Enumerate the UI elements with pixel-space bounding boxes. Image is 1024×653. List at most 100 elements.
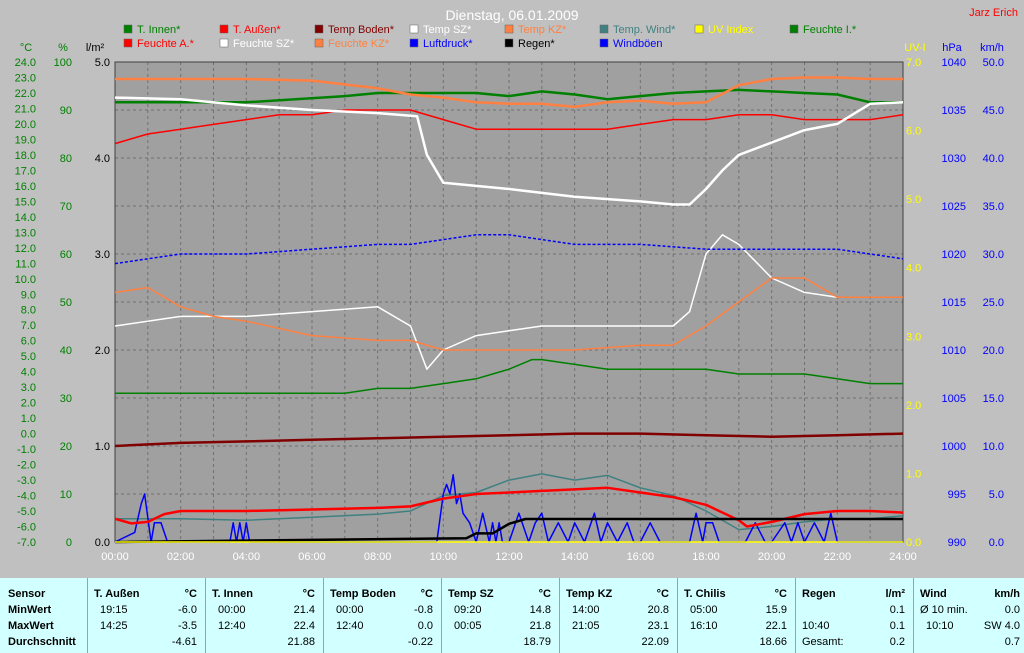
press-tick-label: 1035	[942, 105, 966, 117]
wind-row3-value: 0.7	[1004, 636, 1020, 648]
stats-name: Temp Boden	[330, 588, 396, 600]
rain-total: 0.2	[889, 636, 905, 648]
press-tick-label: 1005	[942, 393, 966, 405]
temp-tick-label: 13.0	[15, 227, 36, 239]
temp-tick-label: -6.0	[17, 522, 36, 534]
wind-tick-label: 0.0	[989, 537, 1004, 549]
temp-tick-label: 0.0	[21, 429, 36, 441]
x-tick-label: 08:00	[364, 551, 392, 563]
stats-max: 23.1	[647, 620, 669, 632]
temp-tick-label: 8.0	[21, 305, 36, 317]
temp-tick-label: 22.0	[15, 88, 36, 100]
series-line-temp-kz-	[115, 76, 903, 109]
uv-tick-label: 2.0	[906, 400, 921, 412]
series-line-feuchte-i-	[115, 358, 903, 394]
x-tick-label: 02:00	[167, 551, 195, 563]
weather-chart: 24.0 23.0 22.0 21.0 20.0 19.0 18.0 17.0 16.0 15.0…	[14, 7, 1018, 563]
stats-max-time: 12:40	[218, 620, 246, 632]
legend-swatch	[504, 24, 514, 34]
stats-max: 0.0	[417, 620, 433, 632]
wind-tick-label: 45.0	[983, 105, 1004, 117]
hum-tick-label: 80	[60, 153, 72, 165]
legend-swatch	[314, 38, 324, 48]
temp-tick-label: 14.0	[15, 212, 36, 224]
stats-min-time: 09:20	[454, 604, 482, 616]
rain-tick-label: 4.0	[95, 153, 110, 165]
series-line-luftdruck-	[114, 234, 904, 265]
wind-title: Wind	[920, 588, 947, 600]
press-tick-label: 1030	[942, 153, 966, 165]
press-tick-label: 1040	[942, 57, 966, 69]
x-tick-label: 10:00	[430, 551, 458, 563]
legend-swatch	[694, 24, 704, 34]
series-line-feuchte-sz-	[114, 234, 903, 370]
stats-row-labels: Sensor MinWert MaxWert Durchschnitt	[0, 578, 88, 653]
row-label-max: MaxWert	[8, 620, 54, 632]
legend-label: Feuchte A.*	[137, 38, 195, 50]
legend-swatch	[504, 38, 514, 48]
legend-label: Feuchte SZ*	[233, 38, 295, 50]
wind-tick-label: 15.0	[983, 393, 1004, 405]
stats-column: Temp KZ °C 14:00 20.8 21:05 23.1 22.09	[560, 578, 678, 653]
hum-tick-label: 30	[60, 393, 72, 405]
x-tick-label: 12:00	[495, 551, 523, 563]
hum-unit-label: %	[58, 42, 68, 54]
stats-panel: Sensor MinWert MaxWert Durchschnitt T. A…	[0, 578, 1024, 653]
hum-tick-label: 50	[60, 297, 72, 309]
hum-tick-label: 100	[54, 57, 72, 69]
legend-label: Windböen	[613, 38, 663, 50]
stats-name: T. Chilis	[684, 588, 726, 600]
hum-tick-label: 20	[60, 441, 72, 453]
stats-column: T. Innen °C 00:00 21.4 12:40 22.4 21.88	[206, 578, 324, 653]
stats-column: T. Chilis °C 05:00 15.9 16:10 22.1 18.66	[678, 578, 796, 653]
wind-row1-label: Ø 10 min.	[920, 604, 968, 616]
stats-max: 22.4	[293, 620, 315, 632]
temp-tick-label: -1.0	[17, 444, 36, 456]
temp-unit-label: °C	[20, 42, 32, 54]
wind-tick-label: 40.0	[983, 153, 1004, 165]
legend-label: T. Innen*	[137, 24, 181, 36]
wind-row1-value: 0.0	[1004, 604, 1020, 616]
series-group	[114, 76, 904, 544]
x-tick-label: 16:00	[627, 551, 655, 563]
uv-tick-label: 1.0	[906, 468, 921, 480]
series-line-feuchte-a-	[114, 109, 904, 145]
stats-min-time: 05:00	[690, 604, 718, 616]
temp-tick-label: 24.0	[15, 57, 36, 69]
stats-unit: °C	[184, 588, 197, 600]
uv-tick-label: 3.0	[906, 331, 921, 343]
temp-tick-label: 21.0	[15, 103, 36, 115]
legend-label: Regen*	[518, 38, 555, 50]
legend-label: T. Außen*	[233, 24, 281, 36]
stats-min-time: 14:00	[572, 604, 600, 616]
stats-unit: °C	[302, 588, 315, 600]
temp-tick-label: 2.0	[21, 398, 36, 410]
legend-swatch	[409, 38, 419, 48]
legend-label: UV Index	[708, 24, 754, 36]
rain-row2-time: 10:40	[802, 620, 830, 632]
x-tick-label: 04:00	[233, 551, 261, 563]
series-line-temp-sz-	[114, 96, 904, 206]
rain-tick-label: 3.0	[95, 249, 110, 261]
uv-tick-label: 6.0	[906, 126, 921, 138]
hum-tick-label: 90	[60, 105, 72, 117]
legend-swatch	[123, 24, 133, 34]
press-unit-label: hPa	[942, 42, 962, 54]
press-tick-label: 1015	[942, 297, 966, 309]
stats-max: 21.8	[529, 620, 551, 632]
hum-tick-label: 10	[60, 489, 72, 501]
wind-tick-label: 25.0	[983, 297, 1004, 309]
wind-unit-label: km/h	[980, 42, 1004, 54]
press-tick-label: 1000	[942, 441, 966, 453]
stats-unit: °C	[774, 588, 787, 600]
stats-avg: 18.79	[523, 636, 551, 648]
stats-name: Temp SZ	[448, 588, 494, 600]
series-line-t-au-en-	[114, 486, 904, 528]
uv-tick-label: 4.0	[906, 263, 921, 275]
rain-row1-value: 0.1	[889, 604, 905, 616]
wind-tick-label: 10.0	[983, 441, 1004, 453]
stats-unit: °C	[538, 588, 551, 600]
rain-total-label: Gesamt:	[802, 636, 844, 648]
rain-tick-label: 1.0	[95, 441, 110, 453]
legend-label: Luftdruck*	[423, 38, 473, 50]
